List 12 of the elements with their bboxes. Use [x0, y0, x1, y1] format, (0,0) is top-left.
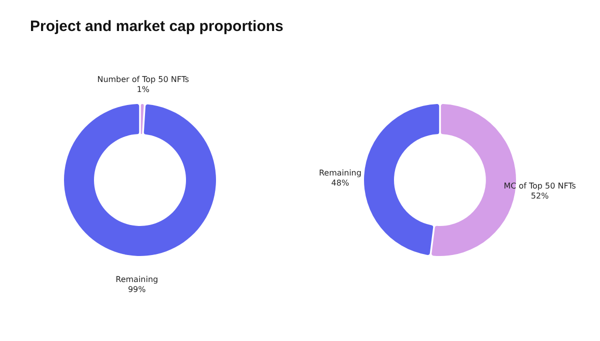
slice-label: Number of Top 50 NFTs — [97, 75, 190, 84]
slice-label: Remaining — [318, 168, 362, 178]
chart-title: Project and market cap proportions — [29, 17, 284, 37]
data-label: 48% — [331, 178, 350, 188]
donut-slice — [432, 104, 516, 256]
donut-slice — [140, 104, 144, 134]
slice-label: MC of Top 50 NFTs — [504, 181, 576, 190]
data-label: 52% — [530, 191, 550, 200]
donut-slice — [364, 104, 440, 255]
data-label: 1% — [136, 85, 150, 94]
data-label: 99% — [128, 284, 146, 294]
slice-label: Remaining — [116, 274, 158, 284]
